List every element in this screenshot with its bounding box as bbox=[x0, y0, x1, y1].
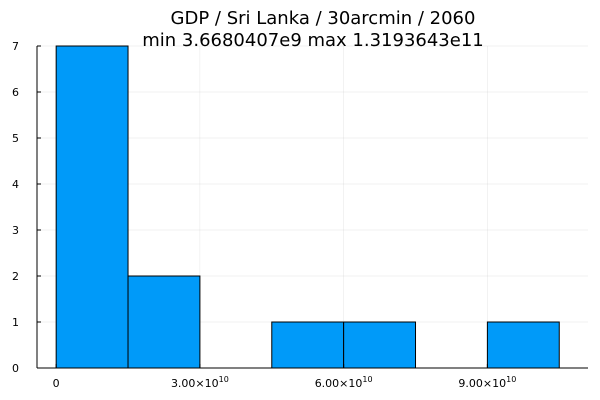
y-tick-label: 5 bbox=[12, 132, 19, 145]
x-tick-label: 6.00×1010 bbox=[315, 375, 373, 390]
y-tick-label: 6 bbox=[12, 86, 19, 99]
y-tick-label: 7 bbox=[12, 40, 19, 53]
histogram-bar bbox=[271, 321, 345, 369]
histogram-bar bbox=[486, 321, 560, 369]
y-tick-label: 0 bbox=[12, 362, 19, 375]
x-tick-label: 3.00×1010 bbox=[171, 375, 229, 390]
x-tick-label: 9.00×1010 bbox=[458, 375, 516, 390]
chart-title-line2: min 3.6680407e9 max 1.3193643e11 bbox=[142, 30, 484, 51]
y-tick-labels: 0 1 2 3 4 5 6 7 bbox=[12, 40, 19, 375]
y-tick-label: 3 bbox=[12, 224, 19, 237]
y-tick-label: 2 bbox=[12, 270, 19, 283]
histogram-bar bbox=[55, 45, 129, 369]
axes bbox=[36, 45, 588, 369]
histogram-bar bbox=[127, 275, 201, 369]
y-tick-label: 1 bbox=[12, 316, 19, 329]
histogram-bar bbox=[343, 321, 417, 369]
y-tick-label: 4 bbox=[12, 178, 19, 191]
histogram-bars bbox=[55, 45, 560, 369]
chart-title-line1: GDP / Sri Lanka / 30arcmin / 2060 bbox=[171, 8, 476, 29]
x-tick-label: 0 bbox=[53, 377, 60, 390]
